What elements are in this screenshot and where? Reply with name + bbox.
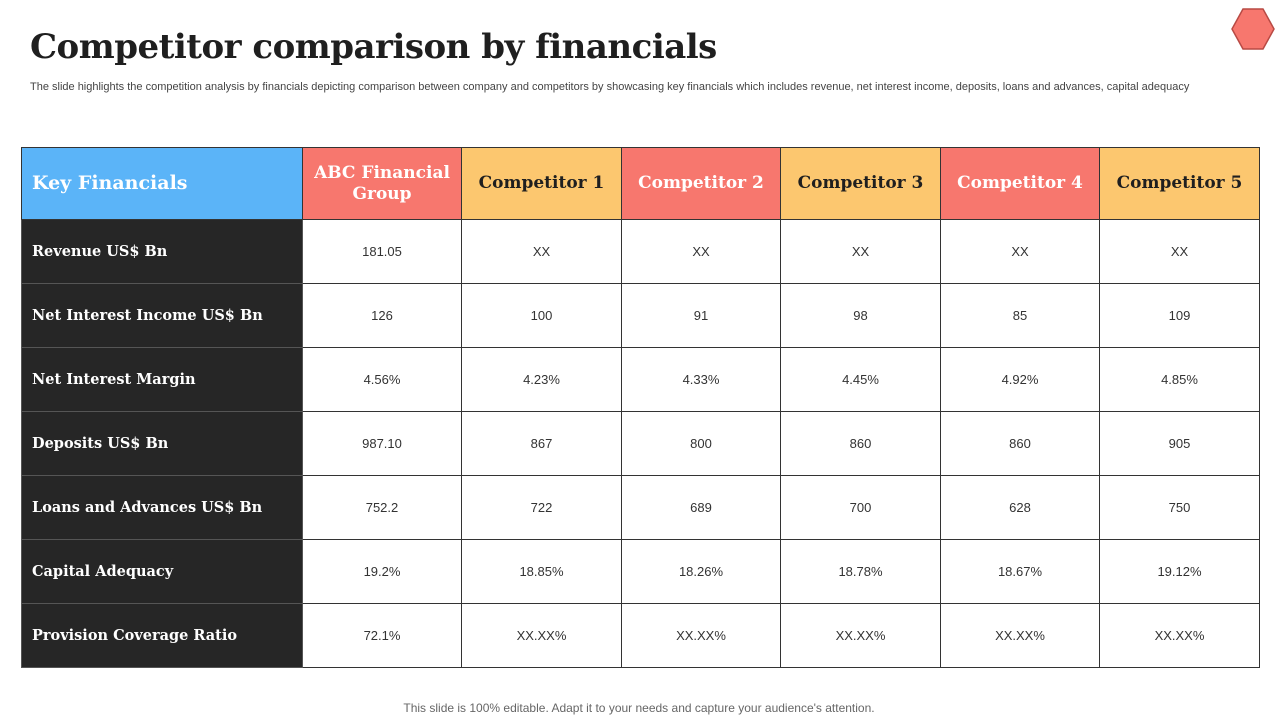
table-cell: 18.85% bbox=[461, 539, 622, 604]
row-label-deposits: Deposits US$ Bn bbox=[21, 411, 303, 476]
table-cell: XX bbox=[461, 219, 622, 284]
table-cell: 800 bbox=[621, 411, 781, 476]
table-cell: 72.1% bbox=[302, 603, 462, 668]
table-cell: 689 bbox=[621, 475, 781, 540]
table-cell: XX bbox=[780, 219, 941, 284]
table-cell: 126 bbox=[302, 283, 462, 348]
row-label-net-interest-income: Net Interest Income US$ Bn bbox=[21, 283, 303, 348]
row-label-provision-coverage-ratio: Provision Coverage Ratio bbox=[21, 603, 303, 668]
header-competitor-3: Competitor 3 bbox=[780, 147, 941, 220]
table-cell: 867 bbox=[461, 411, 622, 476]
table-cell: 860 bbox=[940, 411, 1100, 476]
table-cell: 987.10 bbox=[302, 411, 462, 476]
table-cell: XX.XX% bbox=[621, 603, 781, 668]
table-cell: 722 bbox=[461, 475, 622, 540]
table-cell: 85 bbox=[940, 283, 1100, 348]
row-label-capital-adequacy: Capital Adequacy bbox=[21, 539, 303, 604]
table-header-row: Key Financials ABC Financial Group Compe… bbox=[21, 147, 1260, 220]
table-cell: 18.26% bbox=[621, 539, 781, 604]
table-cell: 4.23% bbox=[461, 347, 622, 412]
financials-table: Key Financials ABC Financial Group Compe… bbox=[21, 147, 1260, 668]
slide-title: Competitor comparison by financials bbox=[30, 27, 717, 67]
table-row: Net Interest Margin 4.56% 4.23% 4.33% 4.… bbox=[21, 347, 1260, 412]
table-cell: 100 bbox=[461, 283, 622, 348]
header-competitor-5: Competitor 5 bbox=[1099, 147, 1260, 220]
row-label-loans-and-advances: Loans and Advances US$ Bn bbox=[21, 475, 303, 540]
table-cell: 4.33% bbox=[621, 347, 781, 412]
table-cell: 4.85% bbox=[1099, 347, 1260, 412]
header-key-financials: Key Financials bbox=[21, 147, 303, 220]
table-cell: 860 bbox=[780, 411, 941, 476]
table-cell: XX.XX% bbox=[940, 603, 1100, 668]
table-cell: XX bbox=[940, 219, 1100, 284]
table-cell: 18.67% bbox=[940, 539, 1100, 604]
table-cell: XX.XX% bbox=[780, 603, 941, 668]
header-competitor-4: Competitor 4 bbox=[940, 147, 1100, 220]
table-cell: 4.92% bbox=[940, 347, 1100, 412]
table-row: Deposits US$ Bn 987.10 867 800 860 860 9… bbox=[21, 411, 1260, 476]
table-cell: 4.45% bbox=[780, 347, 941, 412]
table-cell: 19.12% bbox=[1099, 539, 1260, 604]
row-label-net-interest-margin: Net Interest Margin bbox=[21, 347, 303, 412]
table-cell: 181.05 bbox=[302, 219, 462, 284]
table-cell: 109 bbox=[1099, 283, 1260, 348]
table-cell: XX.XX% bbox=[461, 603, 622, 668]
table-cell: XX bbox=[1099, 219, 1260, 284]
header-abc-financial-group: ABC Financial Group bbox=[302, 147, 462, 220]
table-cell: 750 bbox=[1099, 475, 1260, 540]
header-competitor-1: Competitor 1 bbox=[461, 147, 622, 220]
table-cell: 91 bbox=[621, 283, 781, 348]
table-row: Loans and Advances US$ Bn 752.2 722 689 … bbox=[21, 475, 1260, 540]
table-cell: XX bbox=[621, 219, 781, 284]
table-row: Capital Adequacy 19.2% 18.85% 18.26% 18.… bbox=[21, 539, 1260, 604]
header-competitor-2: Competitor 2 bbox=[621, 147, 781, 220]
slide-subtitle: The slide highlights the competition ana… bbox=[30, 81, 1190, 93]
table-cell: 752.2 bbox=[302, 475, 462, 540]
table-cell: 4.56% bbox=[302, 347, 462, 412]
table-cell: 628 bbox=[940, 475, 1100, 540]
slide-footer: This slide is 100% editable. Adapt it to… bbox=[403, 701, 875, 715]
table-row: Net Interest Income US$ Bn 126 100 91 98… bbox=[21, 283, 1260, 348]
table-cell: 18.78% bbox=[780, 539, 941, 604]
table-cell: 98 bbox=[780, 283, 941, 348]
table-row: Revenue US$ Bn 181.05 XX XX XX XX XX bbox=[21, 219, 1260, 284]
table-row: Provision Coverage Ratio 72.1% XX.XX% XX… bbox=[21, 603, 1260, 668]
hexagon-icon bbox=[1231, 8, 1275, 50]
table-cell: 700 bbox=[780, 475, 941, 540]
row-label-revenue: Revenue US$ Bn bbox=[21, 219, 303, 284]
table-cell: 19.2% bbox=[302, 539, 462, 604]
table-cell: 905 bbox=[1099, 411, 1260, 476]
table-cell: XX.XX% bbox=[1099, 603, 1260, 668]
